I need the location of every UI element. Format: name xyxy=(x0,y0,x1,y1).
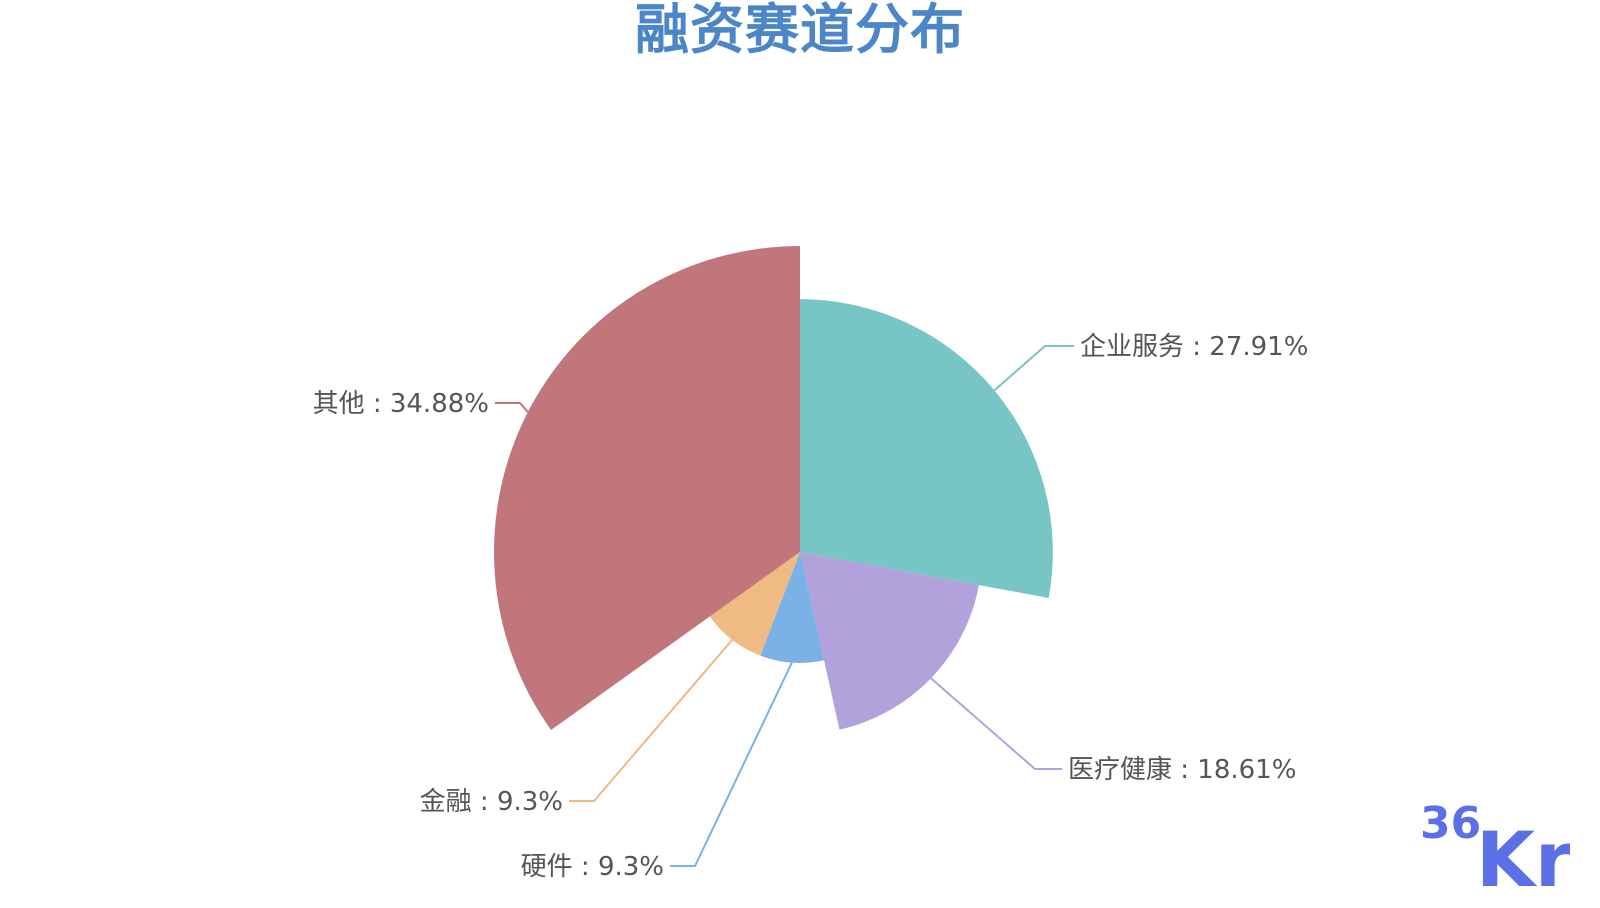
pie-slice-1[interactable] xyxy=(800,552,979,730)
chart-title: 融资赛道分布 xyxy=(635,0,965,61)
slice-label-3: 金融 : 9.3% xyxy=(420,787,563,817)
label-line-0 xyxy=(993,345,1074,392)
label-line-1 xyxy=(930,677,1062,770)
pie-slice-3[interactable] xyxy=(709,552,800,656)
slice-label-4: 其他 : 34.88% xyxy=(313,389,489,419)
label-line-4 xyxy=(495,402,529,413)
logo-36-text: 36 xyxy=(1420,800,1481,849)
slice-label-0: 企业服务 : 27.91% xyxy=(1080,332,1308,362)
pie-slice-4[interactable] xyxy=(493,246,800,730)
36kr-logo: 36 Kr xyxy=(1420,800,1570,892)
slice-label-2: 硬件 : 9.3% xyxy=(521,852,664,882)
pie-slice-2[interactable] xyxy=(760,552,825,663)
label-line-2 xyxy=(670,662,793,867)
logo-kr-text: Kr xyxy=(1476,815,1570,892)
pie-slice-0[interactable] xyxy=(800,299,1053,598)
slice-label-1: 医疗健康 : 18.61% xyxy=(1068,755,1296,785)
label-line-3 xyxy=(569,639,733,802)
